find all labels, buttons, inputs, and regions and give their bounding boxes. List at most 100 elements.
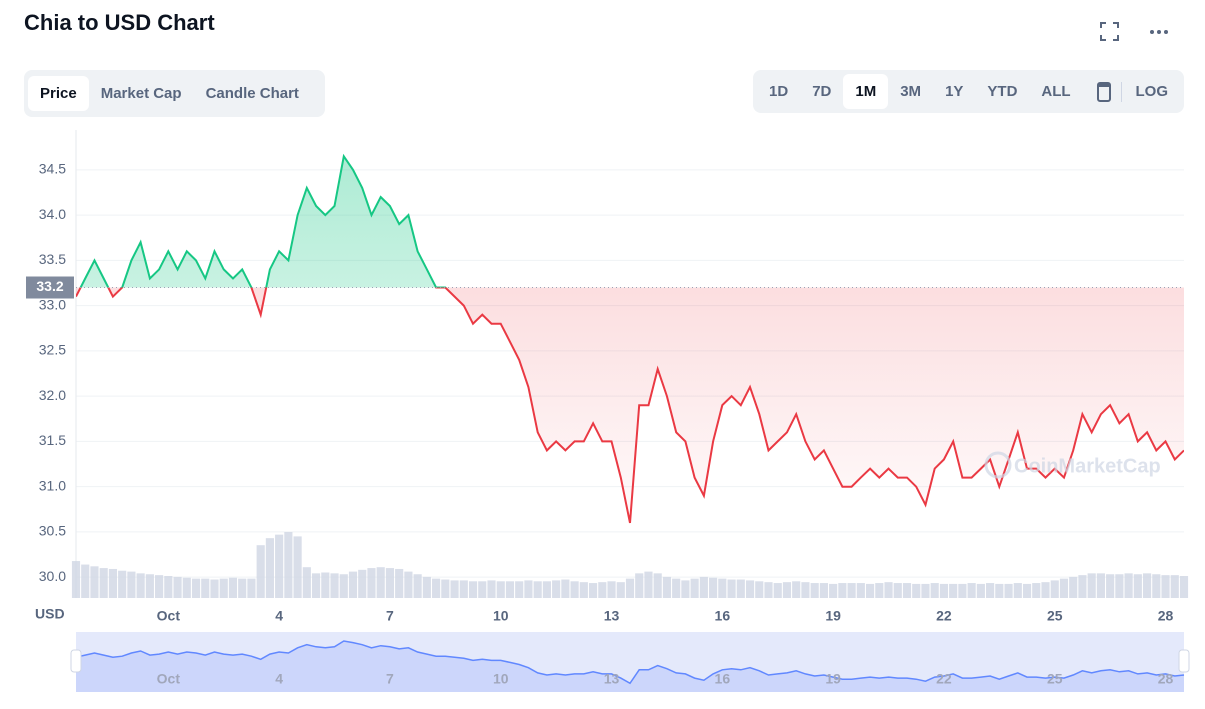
volume-bar — [404, 571, 413, 598]
area-up — [80, 156, 446, 288]
volume-bar — [902, 583, 912, 598]
navigator-handle[interactable] — [70, 649, 82, 673]
volume-bar — [764, 582, 773, 598]
volume-bar — [542, 581, 551, 598]
range-button[interactable]: YTD — [987, 83, 1018, 100]
navigator-tick-label: Oct — [157, 671, 181, 687]
reference-label: 33.2 — [36, 278, 63, 294]
volume-bar — [709, 577, 718, 598]
volume-bar — [958, 583, 967, 598]
navigator-line — [75, 640, 1185, 685]
volume-bar — [727, 579, 736, 598]
fullscreen-icon[interactable] — [1100, 22, 1119, 41]
volume-bar — [1050, 580, 1059, 598]
navigator-handle[interactable] — [1178, 649, 1190, 673]
volume-bar — [127, 571, 136, 598]
volume-bar — [856, 583, 865, 598]
volume-bar — [736, 579, 745, 598]
volume-bar — [376, 567, 385, 598]
volume-bar — [773, 583, 782, 598]
volume-bar — [265, 538, 274, 598]
watermark: CoinMarketCap — [1014, 455, 1161, 477]
volume-bar — [819, 583, 828, 598]
volume-bar — [450, 580, 459, 598]
volume-bar — [829, 583, 838, 598]
y-tick-label: 33.5 — [39, 251, 66, 267]
volume-bar — [792, 581, 801, 598]
navigator-tick-label: 13 — [604, 671, 620, 687]
tab[interactable]: Price — [28, 76, 89, 111]
volume-bar — [672, 578, 681, 598]
volume-bar — [81, 564, 90, 598]
volume-bar — [459, 580, 468, 598]
x-tick-label: 13 — [604, 608, 620, 624]
volume-bar — [893, 583, 902, 598]
volume-bar — [625, 578, 635, 598]
range-button[interactable]: 1M — [843, 74, 889, 109]
y-tick-label: 30.0 — [39, 568, 66, 584]
area-down — [76, 287, 1184, 523]
volume-bar — [284, 532, 293, 598]
volume-bar — [1041, 582, 1050, 598]
range-button[interactable]: 1D — [769, 83, 789, 100]
volume-bar — [1032, 583, 1041, 598]
tab-group: Price Market Cap Candle Chart — [24, 70, 325, 117]
volume-bar — [136, 573, 145, 598]
volume-bar — [949, 583, 958, 598]
range-button[interactable]: 7D — [812, 83, 832, 100]
navigator-tick-label: 22 — [936, 671, 952, 687]
volume-bar — [1179, 576, 1189, 598]
volume-bar — [515, 581, 524, 598]
x-tick-label: 10 — [493, 608, 509, 624]
volume-bar — [1133, 574, 1142, 598]
range-button[interactable]: ALL — [1041, 83, 1071, 100]
volume-bar — [570, 581, 579, 598]
volume-bar — [598, 582, 607, 598]
volume-bar — [718, 578, 727, 598]
volume-bar — [588, 583, 598, 598]
volume-bar — [986, 583, 995, 598]
volume-bar — [690, 578, 699, 598]
volume-bar — [653, 573, 662, 598]
volume-bar — [662, 576, 672, 598]
volume-bar — [118, 570, 127, 598]
volume-bar — [1022, 583, 1032, 598]
volume-bar — [487, 580, 496, 598]
x-tick-label: 16 — [715, 608, 731, 624]
y-tick-label: 31.0 — [39, 477, 66, 493]
x-tick-label: 22 — [936, 608, 952, 624]
volume-bar — [505, 581, 515, 598]
volume-bar — [912, 583, 921, 598]
more-icon[interactable] — [1150, 30, 1168, 34]
volume-bar — [939, 583, 949, 598]
tab[interactable]: Candle Chart — [205, 85, 299, 102]
y-tick-label: 34.5 — [39, 161, 66, 177]
volume-bar — [358, 569, 367, 598]
range-button[interactable]: 1Y — [945, 83, 964, 100]
y-tick-label: 32.5 — [39, 342, 66, 358]
navigator-tick-label: 4 — [275, 671, 283, 687]
volume-bar — [108, 568, 118, 598]
x-tick-label: 28 — [1158, 608, 1174, 624]
volume-bar — [1142, 573, 1152, 598]
x-tick-label: 7 — [386, 608, 394, 624]
navigator-tick-label: 28 — [1158, 671, 1174, 687]
log-button[interactable]: LOG — [1135, 83, 1169, 100]
price-line-down — [76, 287, 1184, 524]
volume-bar — [145, 574, 154, 598]
calendar-button[interactable] — [1096, 81, 1111, 102]
volume-bar — [321, 572, 330, 598]
volume-bar — [228, 577, 238, 598]
separator — [1120, 81, 1122, 102]
volume-bar — [1170, 575, 1179, 598]
range-button[interactable]: 3M — [900, 83, 922, 100]
tab[interactable]: Market Cap — [100, 85, 182, 102]
volume-bar — [478, 581, 487, 598]
volume-bar — [1106, 574, 1115, 598]
volume-bar — [1069, 576, 1078, 598]
volume-bar — [330, 573, 339, 598]
volume-bar — [311, 573, 321, 598]
navigator-tick-label: 10 — [493, 671, 509, 687]
volume-bar — [644, 571, 653, 598]
watermark-logo — [984, 451, 1012, 479]
